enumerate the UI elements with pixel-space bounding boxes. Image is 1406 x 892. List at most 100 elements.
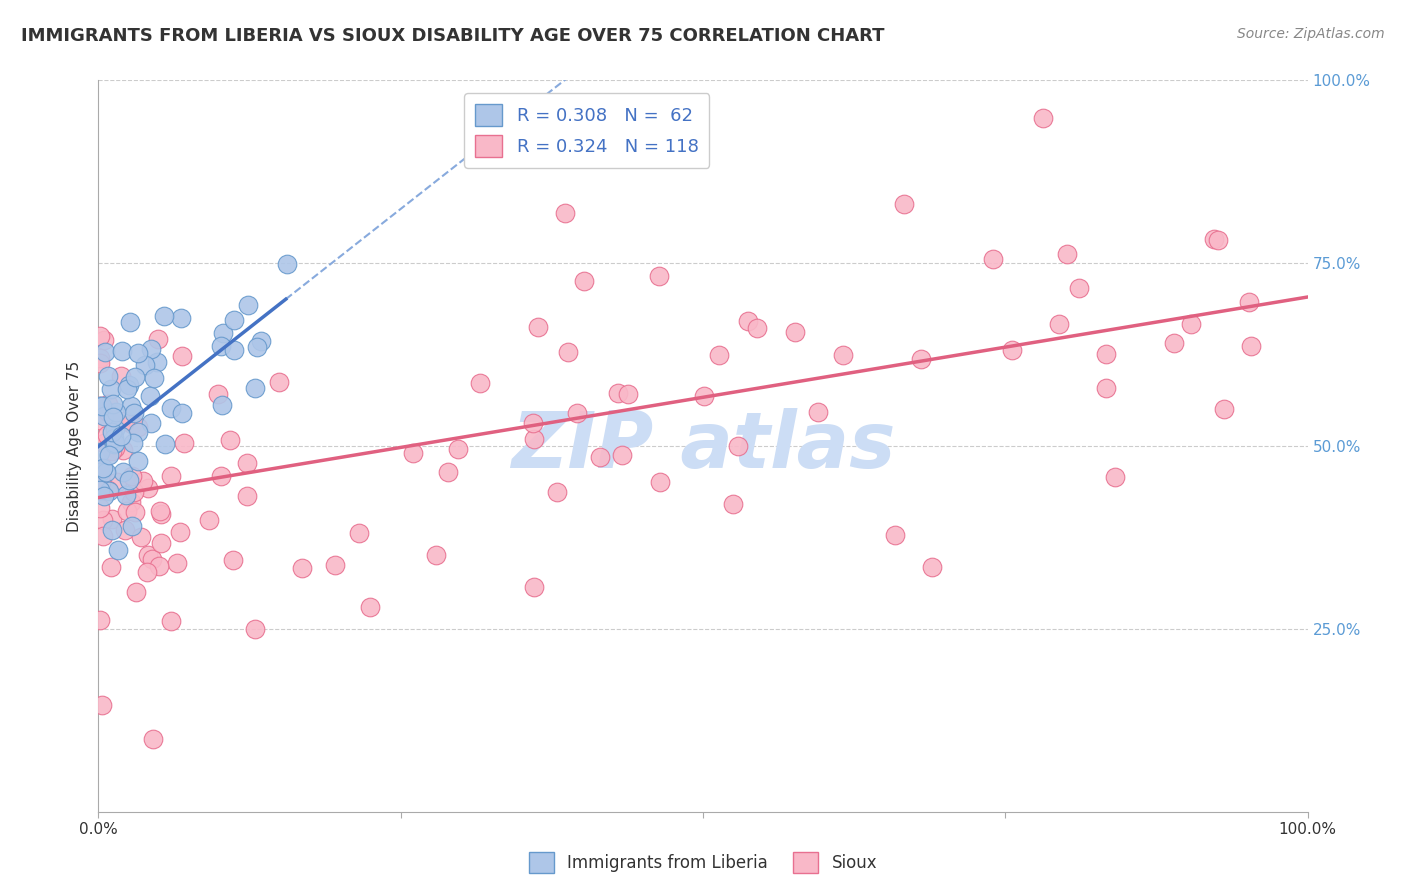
Point xyxy=(567,406,589,420)
Point xyxy=(149,535,172,549)
Point xyxy=(132,474,155,488)
Point xyxy=(1180,317,1202,331)
Point xyxy=(115,382,138,396)
Point xyxy=(149,503,172,517)
Point xyxy=(111,442,134,457)
Point xyxy=(209,469,232,483)
Point xyxy=(527,320,550,334)
Point xyxy=(745,321,768,335)
Point xyxy=(121,417,143,431)
Point xyxy=(136,565,159,579)
Point xyxy=(1206,233,1229,247)
Point xyxy=(93,461,115,475)
Point xyxy=(197,513,219,527)
Point xyxy=(97,448,120,462)
Point xyxy=(589,450,612,464)
Point xyxy=(616,387,638,401)
Point xyxy=(425,548,447,562)
Point xyxy=(141,552,163,566)
Point xyxy=(146,332,169,346)
Point xyxy=(94,465,117,479)
Point xyxy=(291,561,314,575)
Point xyxy=(90,399,112,413)
Point xyxy=(142,731,165,746)
Point xyxy=(110,369,132,384)
Point xyxy=(89,399,111,413)
Point xyxy=(127,420,149,434)
Point xyxy=(127,345,149,359)
Legend: R = 0.308   N =  62, R = 0.324   N = 118: R = 0.308 N = 62, R = 0.324 N = 118 xyxy=(464,93,709,168)
Point xyxy=(103,437,125,451)
Point xyxy=(97,483,120,498)
Point xyxy=(90,475,112,489)
Point xyxy=(97,369,120,384)
Point xyxy=(211,398,233,412)
Point xyxy=(110,429,132,443)
Point xyxy=(97,483,120,497)
Point xyxy=(139,342,162,356)
Point xyxy=(159,468,181,483)
Point xyxy=(1069,281,1091,295)
Point xyxy=(1032,111,1054,125)
Point xyxy=(172,406,194,420)
Point xyxy=(910,351,932,366)
Point xyxy=(89,356,111,370)
Point xyxy=(93,489,115,503)
Point xyxy=(222,553,245,567)
Point xyxy=(103,431,125,445)
Point xyxy=(447,442,470,457)
Point xyxy=(893,197,915,211)
Point xyxy=(806,405,828,419)
Point xyxy=(209,339,232,353)
Point xyxy=(323,558,346,572)
Point xyxy=(727,439,749,453)
Point xyxy=(557,345,579,359)
Point xyxy=(91,529,114,543)
Point xyxy=(693,388,716,402)
Point xyxy=(155,437,177,451)
Point xyxy=(276,257,298,271)
Point xyxy=(523,432,546,446)
Point xyxy=(136,549,159,563)
Point xyxy=(101,397,124,411)
Point xyxy=(1240,339,1263,353)
Point xyxy=(267,375,290,389)
Y-axis label: Disability Age Over 75: Disability Age Over 75 xyxy=(67,360,83,532)
Point xyxy=(107,543,129,558)
Point xyxy=(94,345,117,359)
Point xyxy=(101,443,124,458)
Point xyxy=(96,428,118,442)
Point xyxy=(103,435,125,450)
Point xyxy=(124,505,146,519)
Point xyxy=(347,525,370,540)
Point xyxy=(100,382,122,396)
Point xyxy=(1047,317,1070,331)
Point xyxy=(127,425,149,439)
Point xyxy=(89,351,111,365)
Point xyxy=(89,613,111,627)
Point xyxy=(648,268,671,283)
Point xyxy=(101,425,124,440)
Legend: Immigrants from Liberia, Sioux: Immigrants from Liberia, Sioux xyxy=(522,846,884,880)
Point xyxy=(219,433,242,447)
Point xyxy=(224,313,246,327)
Point xyxy=(884,528,907,542)
Point xyxy=(1095,347,1118,361)
Point xyxy=(783,326,806,340)
Point xyxy=(1001,343,1024,357)
Point xyxy=(104,441,127,455)
Point xyxy=(173,435,195,450)
Point xyxy=(101,511,124,525)
Point xyxy=(981,252,1004,266)
Point xyxy=(152,310,174,324)
Point xyxy=(122,406,145,420)
Point xyxy=(401,446,423,460)
Point xyxy=(160,401,183,416)
Point xyxy=(127,453,149,467)
Point xyxy=(721,497,744,511)
Point xyxy=(125,585,148,599)
Point xyxy=(523,580,546,594)
Point xyxy=(236,489,259,503)
Point xyxy=(93,409,115,423)
Point xyxy=(522,416,544,430)
